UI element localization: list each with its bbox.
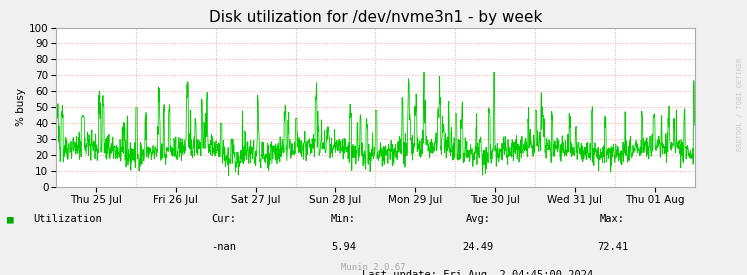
Text: RRDTOOL / TOBI OETIKER: RRDTOOL / TOBI OETIKER <box>737 58 743 151</box>
Text: 24.49: 24.49 <box>462 242 494 252</box>
Text: Max:: Max: <box>600 214 625 224</box>
Text: Cur:: Cur: <box>211 214 237 224</box>
Text: Utilization: Utilization <box>34 214 102 224</box>
Text: Avg:: Avg: <box>465 214 491 224</box>
Text: Min:: Min: <box>331 214 356 224</box>
Y-axis label: % busy: % busy <box>16 88 26 126</box>
Text: ■: ■ <box>7 214 14 224</box>
Text: Munin 2.0.67: Munin 2.0.67 <box>341 263 406 272</box>
Text: 5.94: 5.94 <box>331 242 356 252</box>
Text: Last update: Fri Aug  2 04:45:00 2024: Last update: Fri Aug 2 04:45:00 2024 <box>362 270 594 275</box>
Text: 72.41: 72.41 <box>597 242 628 252</box>
Text: -nan: -nan <box>211 242 237 252</box>
Title: Disk utilization for /dev/nvme3n1 - by week: Disk utilization for /dev/nvme3n1 - by w… <box>208 10 542 25</box>
